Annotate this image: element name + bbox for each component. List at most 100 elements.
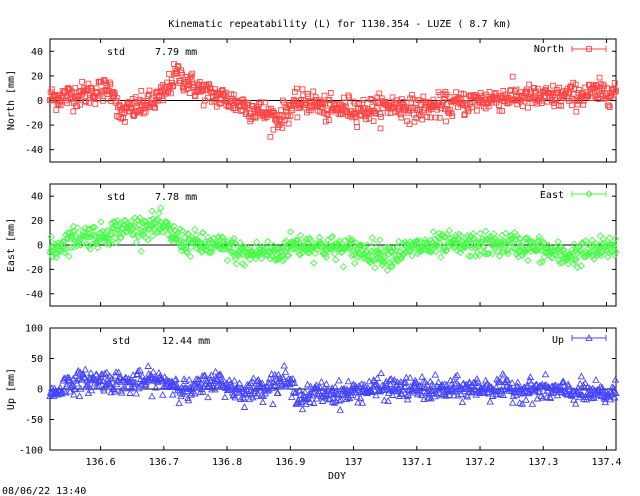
data-point <box>344 393 352 401</box>
data-point <box>188 72 194 79</box>
data-point <box>151 103 157 110</box>
data-point <box>101 233 109 241</box>
data-point <box>514 253 523 261</box>
data-point <box>92 101 99 107</box>
data-point <box>483 379 491 387</box>
data-point <box>173 383 181 391</box>
data-point <box>211 385 219 393</box>
data-point <box>283 251 292 260</box>
data-point <box>178 227 186 235</box>
data-point <box>68 381 77 388</box>
data-point <box>496 377 504 385</box>
data-point <box>453 246 461 254</box>
data-point <box>140 110 147 117</box>
data-point <box>135 232 143 241</box>
data-point <box>550 250 558 259</box>
data-point <box>121 384 129 392</box>
data-point <box>197 378 205 386</box>
data-point <box>383 245 391 253</box>
data-point <box>149 367 158 375</box>
data-point <box>231 393 239 401</box>
data-point <box>229 248 237 256</box>
data-point <box>558 103 565 109</box>
data-point <box>601 242 609 251</box>
data-point <box>101 369 109 377</box>
y-tick-label: -50 <box>25 415 43 426</box>
data-point <box>395 237 403 246</box>
data-point <box>508 378 516 386</box>
data-point <box>153 375 161 383</box>
data-point <box>500 88 507 94</box>
data-point <box>406 373 414 381</box>
data-point <box>313 390 322 398</box>
data-point <box>220 376 228 384</box>
data-point <box>471 379 480 386</box>
data-point <box>155 209 163 217</box>
data-point <box>138 228 146 236</box>
data-point <box>87 231 96 239</box>
x-tick-label: 136.7 <box>149 457 179 468</box>
data-point <box>570 256 578 264</box>
data-point <box>91 95 97 102</box>
data-point <box>296 231 305 240</box>
data-point <box>219 234 227 242</box>
data-point <box>409 92 415 98</box>
data-point <box>576 87 582 93</box>
data-point <box>65 252 73 260</box>
data-point <box>450 391 458 399</box>
data-point <box>102 86 109 93</box>
data-point <box>77 384 85 392</box>
data-point <box>322 380 331 387</box>
data-point <box>545 384 554 392</box>
data-point <box>140 217 149 225</box>
data-point <box>445 391 453 398</box>
data-point <box>135 382 144 390</box>
data-point <box>373 374 382 381</box>
data-point <box>205 238 213 247</box>
data-point <box>217 100 224 106</box>
data-point <box>152 216 161 224</box>
data-point <box>212 86 218 92</box>
data-point <box>256 101 262 108</box>
data-point <box>112 238 120 247</box>
std-label: std <box>107 192 125 203</box>
data-point <box>308 391 317 399</box>
data-point <box>418 372 426 380</box>
data-point <box>449 113 456 119</box>
data-point <box>288 378 297 386</box>
data-point <box>322 118 329 125</box>
data-point <box>499 108 505 114</box>
data-point <box>72 232 80 241</box>
data-points <box>46 361 620 413</box>
data-point <box>532 98 539 105</box>
data-point <box>348 236 356 244</box>
data-point <box>611 80 618 86</box>
data-point <box>463 232 472 240</box>
y-tick-label: -40 <box>25 145 43 156</box>
data-point <box>69 374 78 382</box>
data-point <box>332 256 340 264</box>
data-point <box>70 243 78 251</box>
data-point <box>477 90 484 96</box>
data-point <box>349 239 357 248</box>
data-point <box>502 91 509 98</box>
data-point <box>337 395 345 403</box>
data-point <box>106 240 114 249</box>
y-tick-label: -20 <box>25 265 43 276</box>
data-point <box>303 395 311 402</box>
data-point <box>454 391 462 399</box>
data-point <box>441 106 448 113</box>
data-point <box>411 241 419 249</box>
data-point <box>101 77 107 83</box>
data-point <box>355 104 361 111</box>
data-point <box>437 253 445 261</box>
data-point <box>286 380 294 388</box>
data-point <box>526 237 535 246</box>
data-point <box>412 378 421 386</box>
data-point <box>417 391 426 399</box>
data-point <box>393 97 400 104</box>
data-point <box>368 234 376 242</box>
data-point <box>119 109 126 115</box>
data-point <box>356 112 363 118</box>
data-point <box>303 380 312 388</box>
